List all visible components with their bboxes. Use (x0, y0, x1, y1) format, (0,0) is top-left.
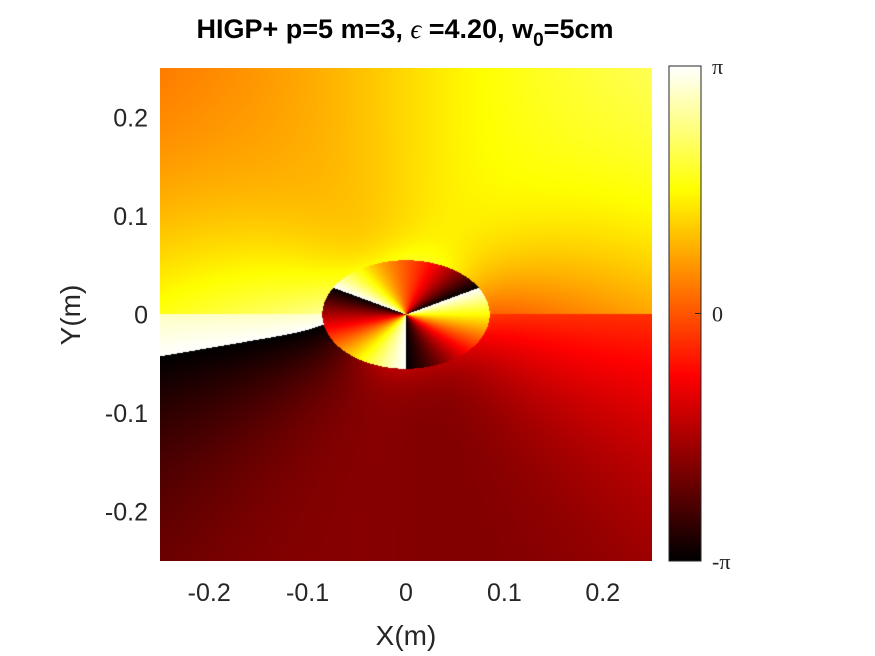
y-tick-label: -0.1 (105, 400, 148, 428)
colorbar-tick-label: π (712, 54, 723, 79)
x-tick-label: 0.1 (487, 579, 522, 607)
y-tick-label: 0.2 (113, 104, 148, 132)
y-tick-label: -0.2 (105, 499, 148, 527)
title-subscript: 0 (533, 30, 544, 51)
y-tick-label: 0 (134, 302, 148, 330)
colorbar-tick-label: -π (712, 549, 730, 574)
colorbar: π 0 -π (668, 54, 730, 574)
colorbar-tick-label: 0 (712, 302, 723, 327)
chart-title: HIGP+ p=5 m=3, ϵ =4.20, w0=5cm (197, 14, 614, 51)
x-axis-ticks: -0.2 -0.1 0 0.1 0.2 (188, 579, 621, 607)
x-tick-label: -0.2 (188, 579, 231, 607)
plot-area (160, 68, 652, 561)
epsilon-symbol: ϵ (410, 14, 422, 44)
y-tick-label: 0.1 (113, 203, 148, 231)
y-axis-ticks: 0.2 0.1 0 -0.1 -0.2 (105, 104, 148, 526)
phase-heatmap (160, 68, 652, 561)
x-tick-label: -0.1 (286, 579, 329, 607)
x-axis-label: X(m) (376, 620, 437, 651)
x-tick-label: 0 (399, 579, 413, 607)
x-tick-label: 0.2 (585, 579, 620, 607)
y-axis-label: Y(m) (55, 285, 86, 346)
